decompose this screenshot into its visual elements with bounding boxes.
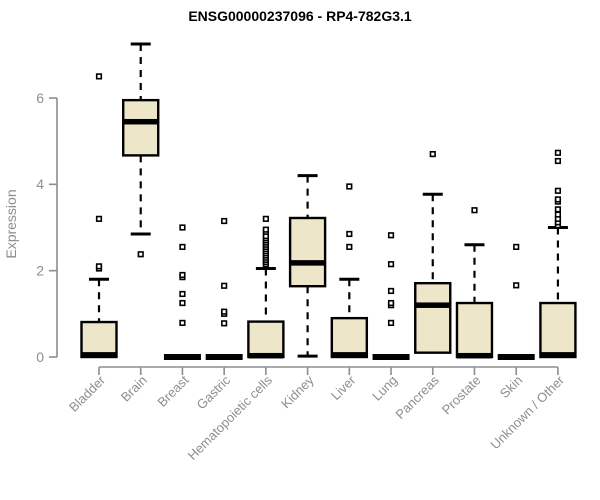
flat-box-skin — [497, 354, 535, 360]
x-category-label-liver: Liver — [328, 372, 359, 403]
median-liver — [331, 352, 367, 358]
outlier-unknown-other — [554, 149, 562, 156]
outlier-lung — [387, 232, 395, 239]
outlier-lung — [387, 287, 395, 295]
outlier-prostate — [471, 207, 478, 214]
y-tick-label: 2 — [36, 263, 44, 279]
outlier-unknown-other — [554, 157, 562, 165]
y-tick-label: 0 — [36, 349, 44, 365]
chart-title: ENSG00000237096 - RP4-782G3.1 — [188, 8, 412, 24]
outlier-lung — [387, 261, 395, 268]
outlier-gastric — [221, 308, 228, 315]
y-tick-label: 6 — [36, 90, 44, 106]
outlier-breast — [179, 243, 186, 251]
outlier-unknown-other — [554, 206, 562, 213]
x-category-label-gastric: Gastric — [194, 372, 234, 412]
x-category-label-kidney: Kidney — [278, 372, 317, 411]
x-category-label-bladder: Bladder — [66, 372, 109, 415]
median-brain — [123, 118, 159, 125]
outlier-bladder — [95, 215, 103, 222]
outlier-bladder — [95, 73, 103, 80]
outlier-lung — [387, 299, 395, 307]
flat-box-breast — [163, 354, 201, 360]
box-pancreas — [414, 281, 452, 354]
median-prostate — [456, 352, 492, 359]
outlier-breast — [179, 271, 186, 279]
median-bladder — [81, 352, 117, 358]
outlier-breast — [179, 299, 186, 307]
x-category-label-skin: Skin — [497, 373, 525, 401]
outlier-pancreas — [429, 151, 436, 158]
median-kidney — [290, 260, 326, 266]
outlier-breast — [179, 319, 186, 326]
outlier-unknown-other — [554, 187, 562, 194]
flat-box-lung — [372, 354, 410, 360]
outlier-skin — [513, 282, 520, 289]
x-category-label-unknown-other: Unknown / Other — [487, 372, 567, 452]
outlier-liver — [346, 230, 353, 238]
outlier-skin — [513, 243, 520, 251]
outlier-breast — [179, 290, 186, 298]
outlier-hematopoietic-cells — [262, 215, 269, 222]
outlier-liver — [346, 183, 353, 190]
median-unknown-other — [540, 352, 576, 358]
outlier-brain — [137, 251, 144, 258]
outlier-unknown-other — [554, 196, 562, 203]
box-bladder — [80, 320, 118, 359]
box-liver — [330, 316, 369, 359]
outlier-breast — [179, 224, 186, 231]
box-brain — [122, 98, 160, 157]
x-category-label-pancreas: Pancreas — [392, 372, 442, 422]
box-unknown-other — [539, 301, 577, 359]
y-tick-label: 4 — [36, 176, 44, 192]
flat-box-gastric — [205, 354, 243, 360]
box-kidney — [288, 216, 327, 288]
x-category-label-lung: Lung — [369, 373, 400, 404]
median-hematopoietic-cells — [248, 352, 284, 359]
box-hematopoietic-cells — [247, 320, 285, 359]
outlier-gastric — [221, 282, 228, 289]
outlier-bladder — [95, 263, 103, 270]
x-category-label-brain: Brain — [118, 373, 150, 405]
median-pancreas — [415, 302, 451, 308]
box-prostate — [455, 301, 494, 359]
x-category-label-breast: Breast — [154, 372, 191, 409]
outlier-liver — [346, 243, 353, 251]
outlier-gastric — [221, 320, 228, 327]
outlier-gastric — [221, 217, 228, 225]
outlier-hematopoietic-cells — [262, 226, 269, 233]
outlier-lung — [387, 319, 395, 326]
outlier-unknown-other — [554, 211, 562, 218]
x-category-label-prostate: Prostate — [439, 373, 484, 418]
